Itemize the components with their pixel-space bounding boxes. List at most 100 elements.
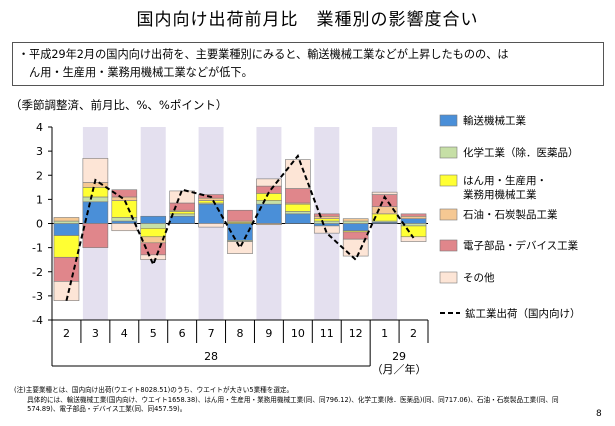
axis-unit-label: （月／年） bbox=[372, 362, 427, 376]
bar-segment bbox=[256, 178, 282, 187]
summary-line-2: ん用・生産用・業務用機械工業などが低下。 bbox=[29, 66, 253, 79]
bar-segment bbox=[256, 200, 282, 205]
bar-segment bbox=[256, 193, 282, 201]
legend-label: 化学工業（除．医薬品） bbox=[463, 146, 579, 159]
y-tick-label: -2 bbox=[32, 266, 43, 279]
bar-segment bbox=[400, 218, 427, 224]
legend-label: 電子部品・デバイス工業 bbox=[463, 239, 579, 252]
bar-segment bbox=[285, 211, 311, 215]
bar-segment bbox=[53, 220, 80, 224]
bar-segment bbox=[313, 223, 340, 227]
y-tick-label: 0 bbox=[36, 218, 43, 231]
y-tick-label: -4 bbox=[32, 314, 43, 327]
legend-label: 輸送機械工業 bbox=[463, 114, 526, 127]
bar-segment bbox=[313, 215, 340, 219]
bar-segment bbox=[82, 158, 109, 183]
bar-segment bbox=[169, 202, 195, 211]
note-line-2: 具体的には、輸送機械工業(国内向け、ウエイト1658.38)、はん用・生産用・業… bbox=[14, 395, 559, 404]
bar-segment bbox=[140, 254, 167, 260]
legend-label: 業務用機械工業 bbox=[463, 188, 537, 201]
x-tick-label: 10 bbox=[291, 327, 305, 340]
y-tick-label: 3 bbox=[36, 145, 43, 158]
bar-segment bbox=[313, 225, 340, 234]
x-tick-label: 6 bbox=[179, 327, 186, 340]
year-label: 28 bbox=[204, 350, 218, 363]
bar-segment bbox=[342, 220, 369, 224]
bar-segment bbox=[82, 223, 109, 248]
bar-segment bbox=[111, 196, 138, 201]
x-tick-label: 12 bbox=[349, 327, 363, 340]
summary-bullet: ・ bbox=[18, 48, 30, 61]
summary-box: ・ 平成29年2月の国内向け出荷を、主要業種別にみると、輸送機械工業などが上昇し… bbox=[12, 42, 604, 86]
bar-segment bbox=[140, 215, 167, 224]
bar-segment bbox=[82, 196, 109, 203]
bar-segment bbox=[53, 235, 80, 258]
bar-segment bbox=[140, 228, 167, 238]
x-tick-label: 2 bbox=[410, 327, 417, 340]
bar-segment bbox=[169, 190, 195, 204]
legend-swatch bbox=[439, 271, 458, 284]
x-tick-label: 11 bbox=[320, 327, 334, 340]
legend-label: はん用・生産用・ bbox=[463, 174, 547, 187]
bar-segment bbox=[140, 223, 167, 229]
bar-segment bbox=[313, 220, 340, 224]
x-tick-label: 5 bbox=[150, 327, 157, 340]
bar-segment bbox=[285, 188, 311, 204]
bar-segment bbox=[198, 223, 224, 228]
bar-segment bbox=[285, 203, 311, 212]
bar-segment bbox=[227, 241, 253, 254]
x-tick-label: 4 bbox=[121, 327, 128, 340]
year-label: 29 bbox=[392, 350, 406, 363]
legend-swatch bbox=[439, 174, 458, 187]
y-tick-label: -3 bbox=[32, 290, 43, 303]
bar-segment bbox=[400, 215, 427, 219]
x-tick-label: 8 bbox=[237, 327, 244, 340]
y-tick-label: 4 bbox=[36, 121, 43, 134]
bar-segment bbox=[285, 159, 311, 189]
bar-segment bbox=[111, 189, 138, 198]
bar-segment bbox=[198, 200, 224, 204]
legend-swatch bbox=[439, 208, 458, 221]
legend-swatch bbox=[439, 239, 458, 252]
legend-swatch bbox=[439, 146, 458, 159]
bar-segment bbox=[371, 191, 398, 195]
legend-swatch bbox=[439, 114, 458, 127]
bar-segment bbox=[285, 213, 311, 224]
y-tick-label: -1 bbox=[32, 242, 43, 255]
note-line-1: (注)主要業種とは、国内向け出荷(ウエイト8028.51)のうち、ウエイトが大き… bbox=[14, 386, 294, 394]
y-tick-label: 1 bbox=[36, 193, 43, 206]
x-tick-label: 1 bbox=[381, 327, 388, 340]
x-tick-label: 2 bbox=[63, 327, 70, 340]
note-line-3: 574.89)、電子部品・デバイス工業(同、同457.59)。 bbox=[14, 405, 187, 413]
notes: (注)主要業種とは、国内向け出荷(ウエイト8028.51)のうち、ウエイトが大き… bbox=[14, 386, 599, 415]
page-number: 8 bbox=[596, 409, 602, 419]
bar-segment bbox=[53, 217, 80, 222]
legend-label: その他 bbox=[463, 271, 495, 284]
legend-label: 鉱工業出荷（国内向け） bbox=[465, 307, 581, 320]
bar-segment bbox=[342, 218, 369, 222]
bar-segment bbox=[256, 223, 282, 226]
bar-segment bbox=[198, 203, 224, 224]
bar-segment bbox=[400, 213, 427, 217]
y-tick-label: 2 bbox=[36, 169, 43, 182]
summary-line-1: 平成29年2月の国内向け出荷を、主要業種別にみると、輸送機械工業などが上昇したも… bbox=[29, 48, 509, 61]
bar-segment bbox=[342, 223, 369, 232]
bar-segment bbox=[111, 223, 138, 232]
bar-segment bbox=[313, 213, 340, 217]
x-tick-label: 7 bbox=[208, 327, 215, 340]
bar-segment bbox=[313, 218, 340, 222]
bar-segment bbox=[169, 215, 195, 224]
units-label: （季節調整済、前月比、%、%ポイント） bbox=[10, 98, 228, 112]
bar-segment bbox=[400, 225, 427, 238]
legend-label: 石油・石炭製品工業 bbox=[463, 208, 558, 221]
bar-segment bbox=[198, 197, 224, 201]
page-title: 国内向け出荷前月比 業種別の影響度合い bbox=[136, 10, 479, 30]
bar-segment bbox=[111, 220, 138, 224]
bar-segment bbox=[227, 209, 253, 222]
x-tick-label: 3 bbox=[92, 327, 99, 340]
bar-segment bbox=[82, 187, 109, 198]
bar-segment bbox=[53, 223, 80, 236]
bar-segment bbox=[342, 231, 369, 240]
x-tick-label: 9 bbox=[265, 327, 272, 340]
